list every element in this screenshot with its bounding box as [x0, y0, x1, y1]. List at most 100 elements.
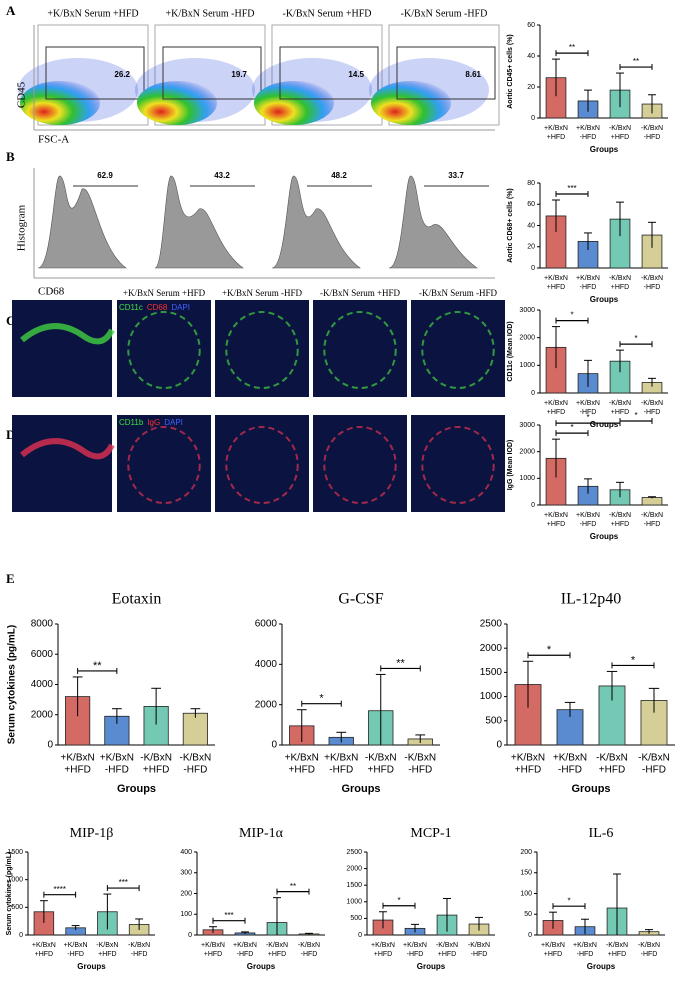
- gate-value: 14.5: [348, 70, 364, 79]
- x-tick-label: -HFD: [641, 951, 658, 958]
- x-axis-label: Groups: [571, 783, 610, 795]
- y-tick-label: 40: [527, 53, 535, 60]
- y-tick-label: 0: [19, 932, 23, 939]
- group-title: -K/BxN Serum +HFD: [320, 288, 401, 298]
- x-tick-label: +HFD: [35, 951, 53, 958]
- flow-gate: [279, 46, 379, 100]
- micro-detail: [20, 438, 115, 460]
- y-tick-label: 2500: [480, 619, 503, 630]
- x-tick-label: +HFD: [608, 951, 626, 958]
- x-tick-label: +HFD: [611, 521, 629, 528]
- y-tick-label: 0: [47, 740, 53, 751]
- x-axis-label: Groups: [77, 962, 106, 971]
- x-tick-label: +K/BxN: [576, 125, 600, 132]
- gate-value: 26.2: [114, 70, 130, 79]
- chart-title: IL-6: [589, 826, 614, 841]
- x-tick-label: -K/BxN: [641, 400, 663, 407]
- y-tick-label: 40: [527, 222, 535, 229]
- x-tick-label: -HFD: [329, 765, 353, 776]
- x-tick-label: +HFD: [515, 765, 541, 776]
- x-tick-label: +HFD: [289, 765, 315, 776]
- y-tick-label: 3000: [519, 307, 535, 314]
- gate-value: 43.2: [214, 171, 230, 180]
- x-tick-label: -K/BxN: [140, 753, 172, 764]
- group-title: +K/BxN Serum -HFD: [166, 8, 255, 19]
- sig-label: **: [93, 660, 102, 672]
- y-tick-label: 2000: [519, 335, 535, 342]
- sig-label: *: [570, 311, 573, 320]
- y-tick-label: 1000: [480, 691, 503, 702]
- y-tick-label: 1000: [519, 362, 535, 369]
- x-axis-label: Groups: [590, 295, 619, 304]
- x-tick-label: -K/BxN: [436, 942, 458, 949]
- y-tick-label: 2000: [519, 449, 535, 456]
- x-tick-label: +K/BxN: [32, 942, 56, 949]
- x-tick-label: +HFD: [438, 951, 456, 958]
- axis-label: Histogram: [16, 204, 28, 251]
- x-tick-label: +K/BxN: [233, 942, 257, 949]
- y-tick-label: 60: [527, 201, 535, 208]
- x-tick-label: +K/BxN: [576, 400, 600, 407]
- panel-label: A: [6, 3, 16, 18]
- y-tick-label: 50: [524, 911, 532, 918]
- x-tick-label: +K/BxN: [544, 512, 568, 519]
- x-tick-label: +HFD: [268, 951, 286, 958]
- group-title: -K/BxN Serum -HFD: [419, 288, 497, 298]
- micro-image: [215, 415, 309, 512]
- group-title: +K/BxN Serum +HFD: [47, 8, 138, 19]
- sig-label: *: [397, 896, 400, 905]
- bar: [65, 696, 91, 746]
- axis-label: CD45: [16, 81, 28, 108]
- y-tick-label: 0: [496, 740, 502, 751]
- y-tick-label: 2500: [346, 849, 362, 856]
- y-tick-label: 100: [520, 890, 532, 897]
- y-tick-label: 400: [180, 849, 192, 856]
- x-tick-label: +HFD: [544, 951, 562, 958]
- x-tick-label: -HFD: [301, 951, 318, 958]
- x-tick-label: -HFD: [580, 284, 597, 291]
- x-tick-label: -K/BxN: [128, 942, 150, 949]
- x-tick-label: +K/BxN: [371, 942, 395, 949]
- micro-image: [117, 415, 211, 512]
- y-tick-label: 2000: [480, 643, 503, 654]
- y-axis-label: Serum cytokines (pg/mL): [7, 625, 18, 744]
- x-tick-label: +HFD: [611, 409, 629, 416]
- micro-image: [117, 300, 211, 397]
- flow-gate: [162, 46, 262, 100]
- histogram-shape: [271, 175, 361, 269]
- x-tick-label: -HFD: [407, 951, 424, 958]
- sig-label: ***: [224, 911, 233, 920]
- micro-image: [313, 300, 407, 397]
- gate-value: 33.7: [448, 171, 464, 180]
- group-title: -K/BxN Serum +HFD: [283, 8, 372, 19]
- x-tick-label: +K/BxN: [576, 275, 600, 282]
- x-tick-label: -K/BxN: [606, 942, 628, 949]
- stain-label: DAPI: [171, 303, 190, 312]
- gate-value: 48.2: [331, 171, 347, 180]
- y-tick-label: 3000: [519, 422, 535, 429]
- x-axis-label: Groups: [590, 420, 619, 429]
- x-tick-label: +HFD: [547, 521, 565, 528]
- sig-label: ***: [567, 184, 576, 193]
- x-tick-label: -HFD: [644, 409, 661, 416]
- flow-density: [137, 81, 217, 125]
- sig-label: ***: [119, 878, 128, 887]
- x-tick-label: -K/BxN: [468, 942, 490, 949]
- y-tick-label: 0: [531, 265, 535, 272]
- x-tick-label: -HFD: [577, 951, 594, 958]
- x-tick-label: -K/BxN: [609, 125, 631, 132]
- sig-label: **: [569, 43, 575, 52]
- x-tick-label: +K/BxN: [544, 400, 568, 407]
- y-tick-label: 200: [180, 890, 192, 897]
- y-tick-label: 1500: [346, 882, 362, 889]
- sig-label: **: [633, 57, 639, 66]
- gate-value: 62.9: [97, 171, 113, 180]
- sig-label: *: [547, 644, 552, 656]
- x-tick-label: -HFD: [580, 134, 597, 141]
- x-tick-label: +HFD: [599, 765, 625, 776]
- sig-label: **: [396, 657, 405, 669]
- y-tick-label: 1500: [7, 849, 23, 856]
- stain-label: DAPI: [164, 418, 183, 427]
- x-tick-label: +K/BxN: [544, 125, 568, 132]
